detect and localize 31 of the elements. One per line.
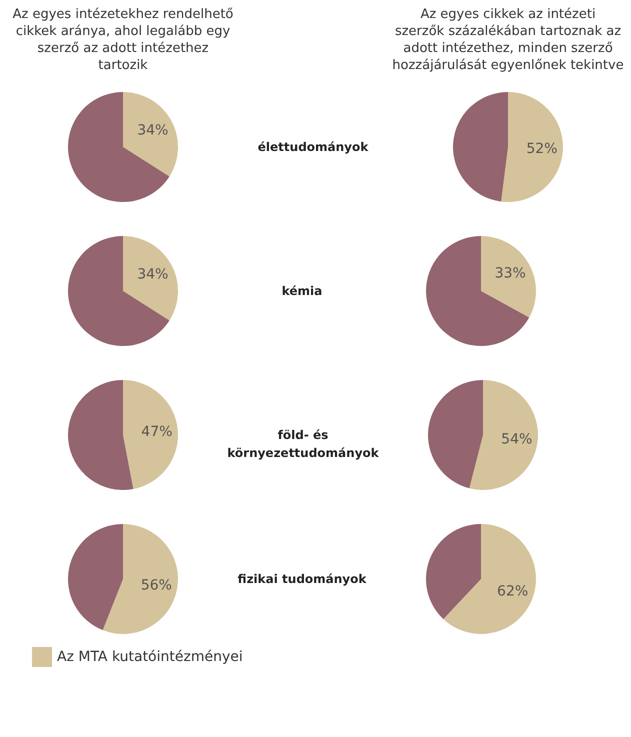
- data-label: 33%: [494, 266, 526, 282]
- pie-slice: [443, 524, 536, 634]
- pie-slice: [481, 236, 536, 318]
- pie-slice: [426, 524, 481, 620]
- pie-slice: [469, 380, 538, 490]
- pie-slice: [68, 92, 170, 202]
- pie-slice: [123, 236, 178, 320]
- data-label: 52%: [526, 141, 558, 158]
- chart-title: Az egyes intézetekhez rendelhető cikkek aránya, ahol legalább egy szerző az adott intézethez tartozik: [12, 7, 234, 73]
- pie-slice: [123, 92, 178, 176]
- pie-slice: [453, 92, 508, 202]
- text: kémia: [282, 284, 322, 298]
- pie-slice: [428, 380, 483, 488]
- data-label: 47%: [141, 424, 172, 440]
- chart-title: Az egyes cikkek az intézeti szerzők százalékában tartoznak az adott intézethez, minden szerző hozzájárulását egyenlőnek tekintve: [392, 7, 624, 73]
- pie-slice: [68, 524, 123, 630]
- pie-slice: [68, 236, 170, 346]
- pie-slice: [68, 380, 134, 490]
- pie-slice: [102, 524, 178, 634]
- data-label: 34%: [137, 122, 168, 139]
- text: föld- és környezettudományok: [227, 428, 380, 460]
- text: fizikai tudományok: [238, 572, 368, 586]
- pie-slice: [426, 236, 530, 346]
- pie-slice: [501, 92, 563, 202]
- legend-label: Az MTA kutatóintézményei: [57, 649, 243, 665]
- pie-slice: [123, 380, 178, 490]
- data-label: 54%: [501, 431, 532, 448]
- data-label: 34%: [137, 266, 168, 283]
- text: élettudományok: [258, 140, 370, 154]
- data-label: 56%: [140, 577, 172, 594]
- data-label: 62%: [497, 584, 528, 600]
